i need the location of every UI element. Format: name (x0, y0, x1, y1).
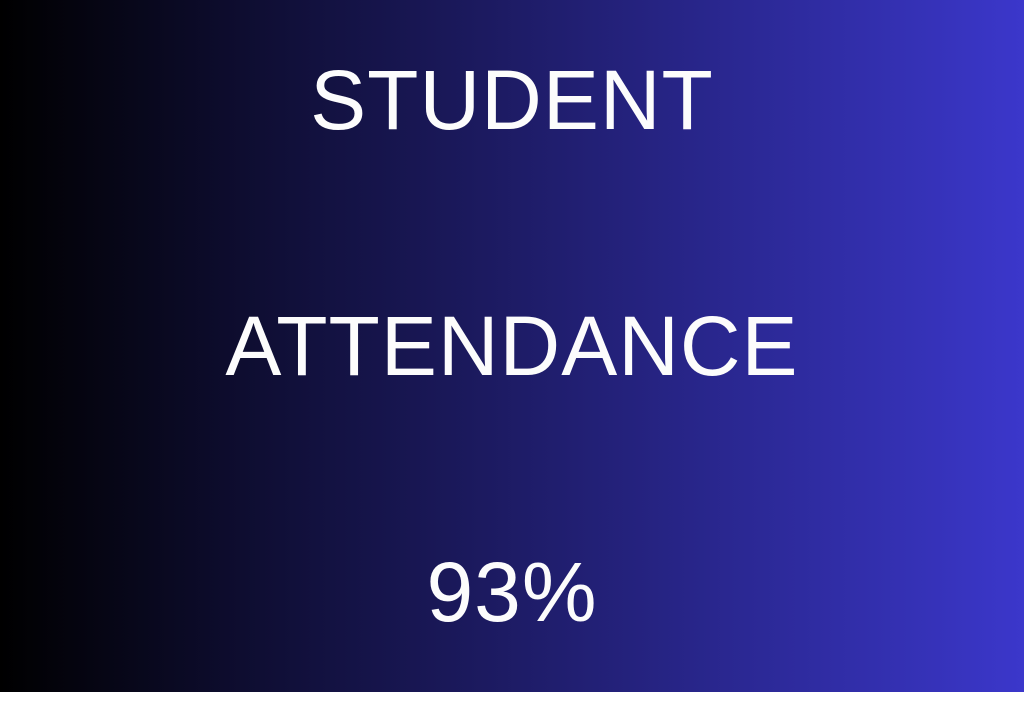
slide-title-line-2: ATTENDANCE (225, 299, 799, 393)
attendance-percentage-value: 93% (426, 545, 598, 639)
attendance-slide: STUDENT ATTENDANCE 93% (0, 0, 1024, 692)
slide-title-line-1: STUDENT (310, 53, 714, 147)
